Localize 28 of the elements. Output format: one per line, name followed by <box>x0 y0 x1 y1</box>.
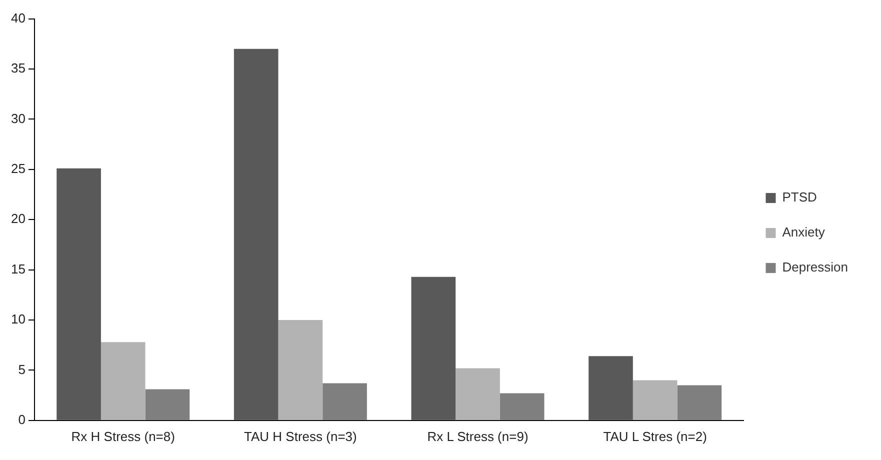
y-tick-label: 10 <box>10 312 26 327</box>
y-tick-label: 0 <box>18 412 26 427</box>
bar <box>145 389 190 420</box>
y-tick-label: 35 <box>10 60 26 76</box>
legend-label: PTSD <box>782 190 817 205</box>
x-tick-label: TAU H Stress (n=3) <box>244 428 357 444</box>
bar <box>322 383 367 420</box>
legend-label: Depression <box>782 260 848 275</box>
bar <box>677 385 722 420</box>
bar <box>632 380 678 420</box>
y-tick-label: 40 <box>10 10 26 26</box>
legend-label: Anxiety <box>782 224 826 240</box>
bar <box>56 168 101 420</box>
bar <box>456 368 500 420</box>
bar <box>588 356 633 420</box>
bar <box>278 320 323 420</box>
x-tick-label: TAU L Stres (n=2) <box>603 428 707 444</box>
y-tick-label: 20 <box>10 211 26 226</box>
bar <box>234 48 278 420</box>
x-tick-label: Rx L Stress (n=9) <box>427 428 528 444</box>
bar <box>411 276 456 420</box>
y-tick-label: 5 <box>18 362 26 377</box>
bar <box>100 342 146 420</box>
x-tick-label: Rx H Stress (n=8) <box>71 428 175 444</box>
y-tick-label: 30 <box>10 110 26 126</box>
y-tick-label: 15 <box>10 261 26 276</box>
bar <box>500 393 544 420</box>
y-tick-label: 25 <box>10 160 26 176</box>
